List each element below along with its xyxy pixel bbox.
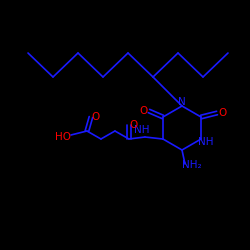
Text: NH: NH [198,137,214,147]
Text: O: O [130,120,138,130]
Text: O: O [92,112,100,122]
Text: O: O [140,106,148,116]
Text: N: N [178,97,186,107]
Text: HO: HO [55,132,71,142]
Text: NH: NH [134,125,150,135]
Text: O: O [218,108,226,118]
Text: NH₂: NH₂ [182,160,202,170]
